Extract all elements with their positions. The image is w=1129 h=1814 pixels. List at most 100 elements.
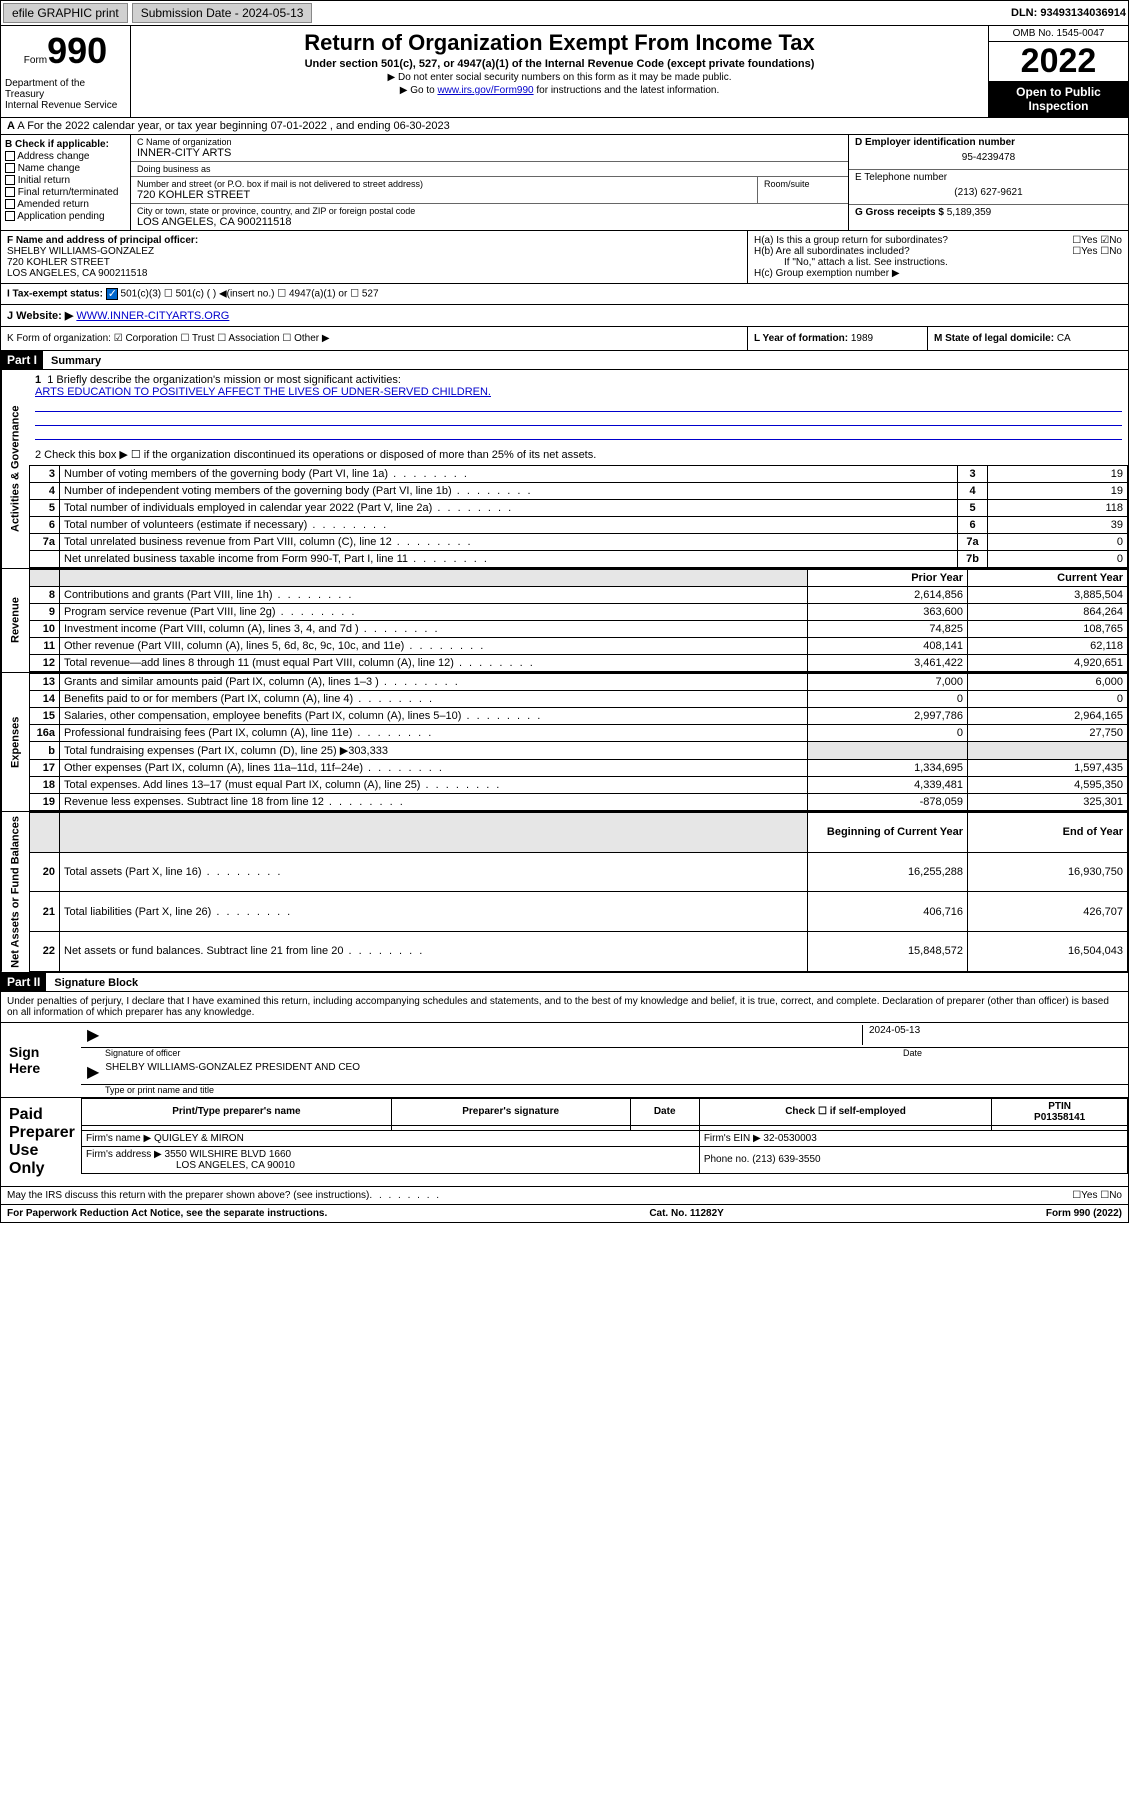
table-row: 8Contributions and grants (Part VIII, li… [30, 587, 1128, 604]
irs-link[interactable]: www.irs.gov/Form990 [437, 85, 533, 96]
form-header: Form990 Department of the Treasury Inter… [0, 26, 1129, 118]
table-row: 9Program service revenue (Part VIII, lin… [30, 604, 1128, 621]
footer-mid: Cat. No. 11282Y [649, 1208, 723, 1219]
table-row: 16aProfessional fundraising fees (Part I… [30, 725, 1128, 742]
expenses-table: 13Grants and similar amounts paid (Part … [29, 673, 1128, 811]
firm-phone: (213) 639-3550 [752, 1154, 820, 1165]
org-name: INNER-CITY ARTS [137, 147, 842, 159]
tax-year: 2022 [989, 42, 1128, 81]
checkbox-item[interactable]: Amended return [5, 199, 126, 210]
mission-text: ARTS EDUCATION TO POSITIVELY AFFECT THE … [35, 386, 1122, 398]
table-row: 10Investment income (Part VIII, column (… [30, 621, 1128, 638]
col-f-officer: F Name and address of principal officer:… [1, 231, 748, 283]
hc-label: H(c) Group exemption number ▶ [754, 268, 1122, 279]
table-row: 6Total number of volunteers (estimate if… [30, 517, 1128, 534]
table-row: 21Total liabilities (Part X, line 26)406… [30, 892, 1128, 932]
street-value: 720 KOHLER STREET [137, 189, 751, 201]
ha-label: H(a) Is this a group return for subordin… [754, 235, 948, 246]
hb-note: If "No," attach a list. See instructions… [754, 257, 1122, 268]
org-name-label: C Name of organization [137, 137, 842, 147]
checkbox-item[interactable]: Address change [5, 151, 126, 162]
table-row: 7aTotal unrelated business revenue from … [30, 534, 1128, 551]
col-b-label: B Check if applicable: [5, 139, 126, 150]
col-h-group: H(a) Is this a group return for subordin… [748, 231, 1128, 283]
form-note-2: ▶ Go to www.irs.gov/Form990 for instruct… [139, 85, 980, 96]
form-number: 990 [47, 30, 107, 71]
block-fgh: F Name and address of principal officer:… [0, 231, 1129, 284]
discuss-row: May the IRS discuss this return with the… [0, 1187, 1129, 1205]
row-i-tax-status: I Tax-exempt status: 501(c)(3) ☐ 501(c) … [0, 284, 1129, 305]
k-form-org: K Form of organization: ☑ Corporation ☐ … [1, 327, 748, 350]
table-row: 17Other expenses (Part IX, column (A), l… [30, 760, 1128, 777]
firm-ein: 32-0530003 [763, 1133, 816, 1144]
row-a-tax-year: A A For the 2022 calendar year, or tax y… [0, 118, 1129, 135]
table-row: bTotal fundraising expenses (Part IX, co… [30, 742, 1128, 760]
sig-intro: Under penalties of perjury, I declare th… [1, 992, 1128, 1022]
dln-label: DLN: 93493134036914 [1011, 7, 1126, 19]
checkbox-item[interactable]: Application pending [5, 211, 126, 222]
part2-header: Part IISignature Block [0, 973, 1129, 992]
prep-header: Preparer's signature [391, 1098, 630, 1125]
col-c-org-info: C Name of organization INNER-CITY ARTS D… [131, 135, 848, 230]
footer-left: For Paperwork Reduction Act Notice, see … [7, 1208, 327, 1219]
form-word: Form [24, 55, 47, 66]
signature-block: Under penalties of perjury, I declare th… [0, 992, 1129, 1187]
table-row: 3Number of voting members of the governi… [30, 466, 1128, 483]
dba-label: Doing business as [137, 164, 842, 174]
firm-addr2: LOS ANGELES, CA 90010 [86, 1160, 295, 1171]
prep-header: Check ☐ if self-employed [699, 1098, 991, 1125]
governance-table: 3Number of voting members of the governi… [29, 465, 1128, 568]
table-row: 13Grants and similar amounts paid (Part … [30, 674, 1128, 691]
ha-answer: ☐Yes ☑No [1072, 235, 1122, 246]
submission-date-button[interactable]: Submission Date - 2024-05-13 [132, 3, 313, 23]
street-label: Number and street (or P.O. box if mail i… [137, 179, 751, 189]
prep-header: Print/Type preparer's name [82, 1098, 392, 1125]
form-subtitle: Under section 501(c), 527, or 4947(a)(1)… [139, 58, 980, 70]
phone-label: E Telephone number [855, 172, 1122, 183]
side-netassets: Net Assets or Fund Balances [1, 812, 29, 972]
website-link[interactable]: WWW.INNER-CITYARTS.ORG [76, 310, 229, 322]
sign-here-label: Sign Here [1, 1023, 81, 1097]
col-b-checkboxes: B Check if applicable: Address change Na… [1, 135, 131, 230]
side-expenses: Expenses [1, 673, 29, 811]
preparer-table: Print/Type preparer's namePreparer's sig… [81, 1098, 1128, 1174]
officer-street: 720 KOHLER STREET [7, 257, 741, 268]
footer-right: Form 990 (2022) [1046, 1208, 1122, 1219]
officer-city: LOS ANGELES, CA 900211518 [7, 268, 741, 279]
checkbox-item[interactable]: Final return/terminated [5, 187, 126, 198]
hb-label: H(b) Are all subordinates included? [754, 246, 910, 257]
firm-name: QUIGLEY & MIRON [154, 1133, 244, 1144]
efile-button[interactable]: efile GRAPHIC print [3, 3, 128, 23]
arrow-icon: ▶ [87, 1062, 99, 1082]
department-label: Department of the Treasury Internal Reve… [5, 78, 126, 111]
form-note-1: ▶ Do not enter social security numbers o… [139, 72, 980, 83]
table-row: 11Other revenue (Part VIII, column (A), … [30, 638, 1128, 655]
state-domicile: CA [1057, 333, 1071, 344]
row-j-website: J Website: ▶ WWW.INNER-CITYARTS.ORG [0, 305, 1129, 327]
block-bcd: B Check if applicable: Address change Na… [0, 135, 1129, 231]
table-row: 19Revenue less expenses. Subtract line 1… [30, 794, 1128, 811]
ein-value: 95-4239478 [855, 148, 1122, 167]
sig-date: 2024-05-13 [862, 1025, 1122, 1045]
table-row: 4Number of independent voting members of… [30, 483, 1128, 500]
topbar: efile GRAPHIC print Submission Date - 20… [0, 0, 1129, 26]
gross-receipts-label: G Gross receipts $ [855, 207, 944, 218]
phone-value: (213) 627-9621 [855, 183, 1122, 202]
501c3-checkbox-icon [106, 288, 118, 300]
table-row: 12Total revenue—add lines 8 through 11 (… [30, 655, 1128, 672]
table-row: 20Total assets (Part X, line 16)16,255,2… [30, 852, 1128, 892]
checkbox-item[interactable]: Name change [5, 163, 126, 174]
table-row: 22Net assets or fund balances. Subtract … [30, 932, 1128, 972]
room-label: Room/suite [764, 179, 842, 189]
table-row: 5Total number of individuals employed in… [30, 500, 1128, 517]
city-label: City or town, state or province, country… [137, 206, 842, 216]
year-formation: 1989 [851, 333, 873, 344]
part1-header: Part ISummary [0, 351, 1129, 370]
officer-printed-name: SHELBY WILLIAMS-GONZALEZ PRESIDENT AND C… [105, 1062, 1122, 1082]
checkbox-item[interactable]: Initial return [5, 175, 126, 186]
open-to-public-badge: Open to Public Inspection [989, 81, 1128, 117]
form-title: Return of Organization Exempt From Incom… [139, 30, 980, 56]
gross-receipts-value: 5,189,359 [947, 207, 992, 218]
prep-header: PTIN P01358141 [992, 1098, 1128, 1125]
ein-label: D Employer identification number [855, 137, 1122, 148]
